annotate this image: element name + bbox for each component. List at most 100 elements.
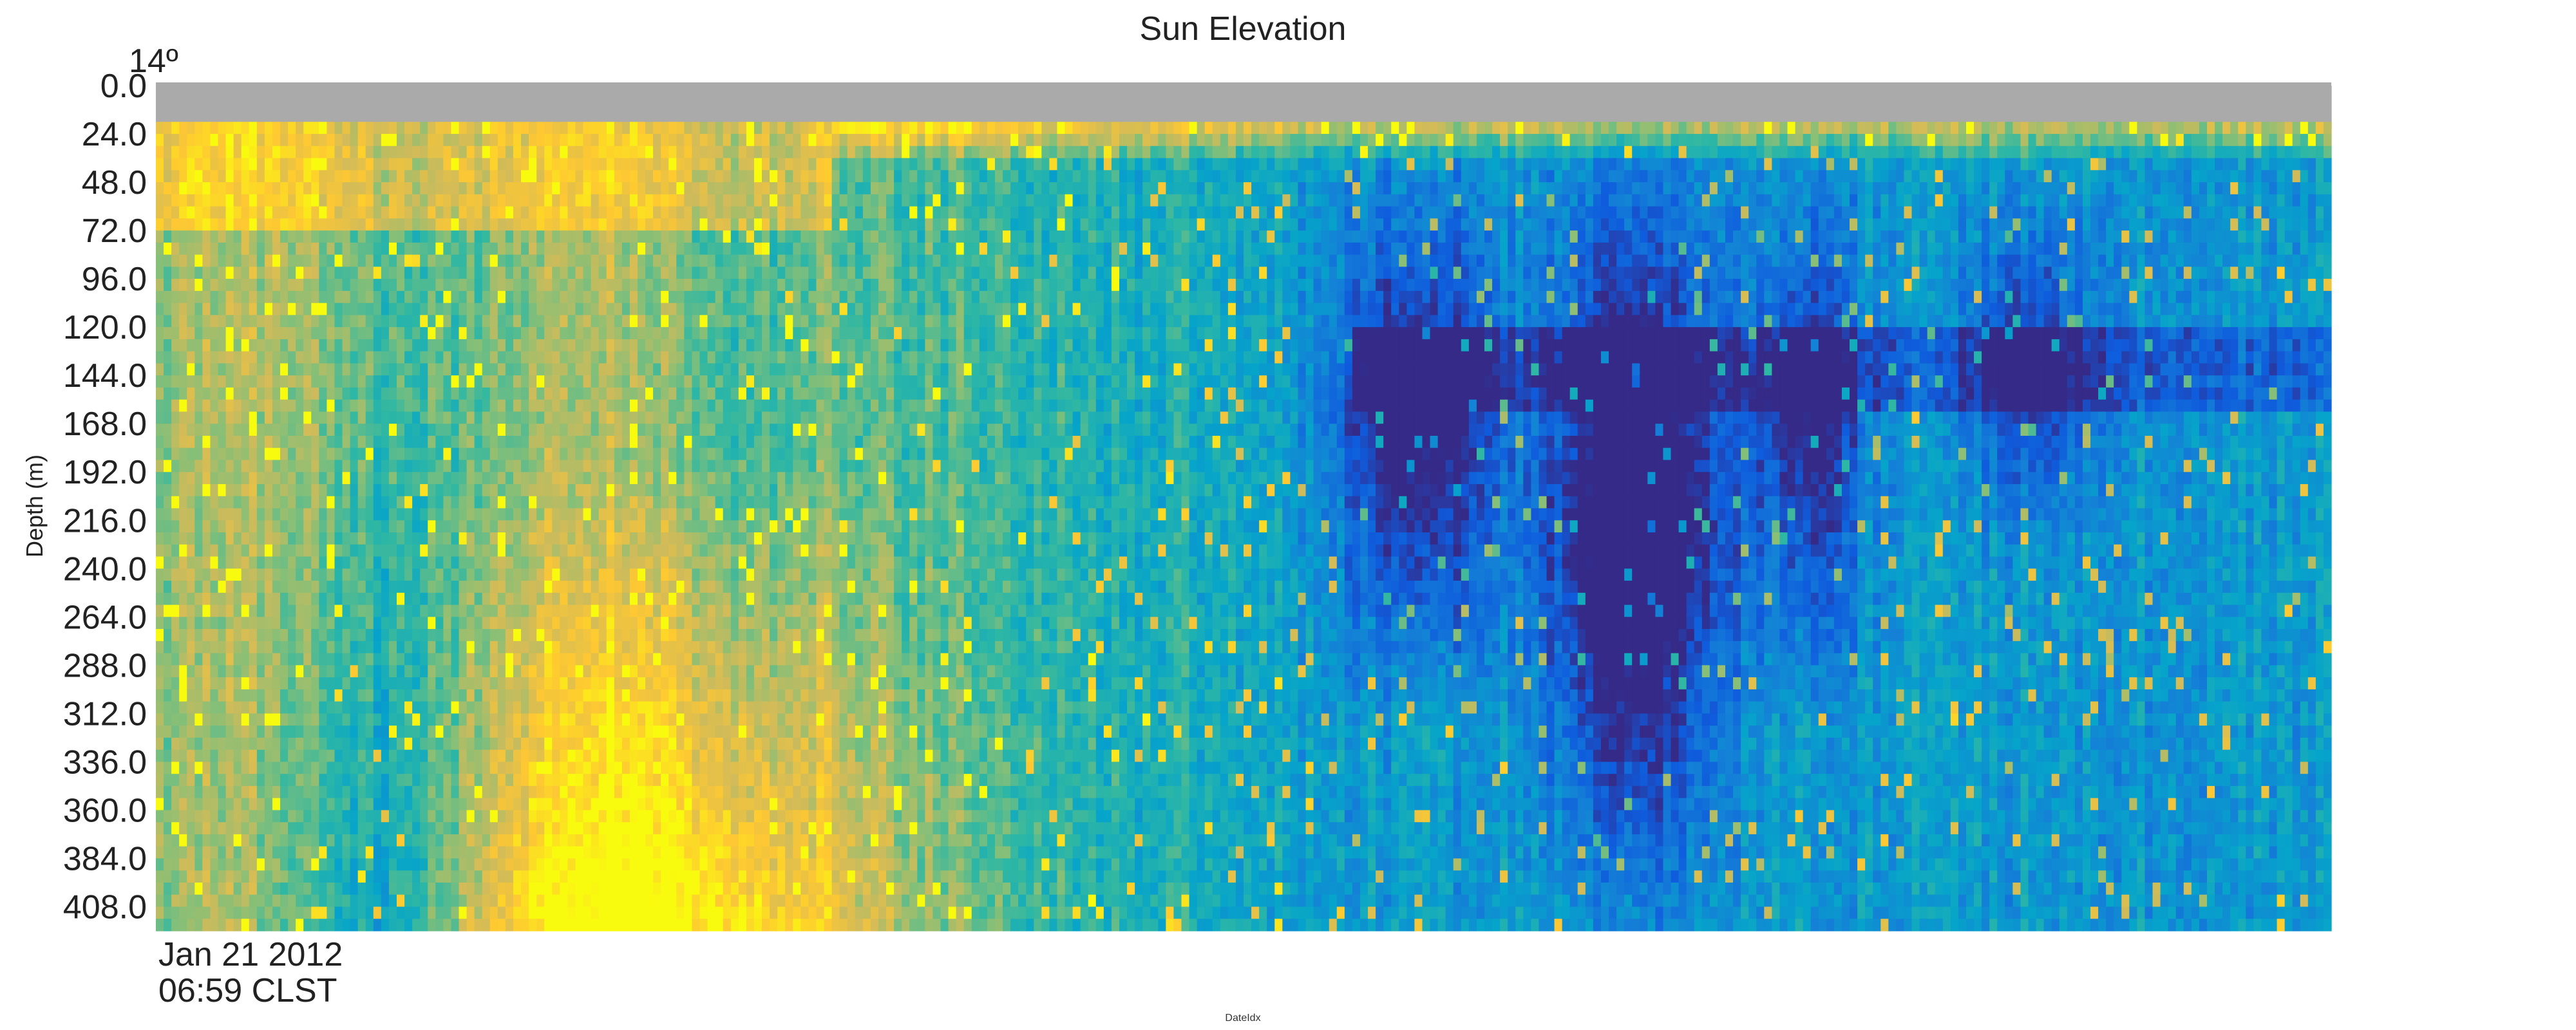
heatmap-cell xyxy=(233,834,242,847)
heatmap-cell xyxy=(451,351,460,364)
heatmap-cell xyxy=(637,544,646,557)
heatmap-cell xyxy=(629,544,638,557)
heatmap-cell xyxy=(692,145,701,159)
heatmap-cell xyxy=(381,665,390,678)
heatmap-cell xyxy=(272,726,281,738)
heatmap-cell xyxy=(513,822,522,835)
heatmap-cell xyxy=(684,472,693,485)
heatmap-cell xyxy=(505,919,514,932)
heatmap-cell xyxy=(560,242,568,256)
heatmap-cell xyxy=(256,737,265,751)
heatmap-cell xyxy=(544,846,553,859)
heatmap-cell xyxy=(194,435,203,449)
heatmap-cell xyxy=(676,496,685,509)
heatmap-cell xyxy=(171,641,180,654)
heatmap-cell xyxy=(560,170,568,183)
heatmap-cell xyxy=(210,919,219,932)
heatmap-cell xyxy=(179,822,187,835)
heatmap-cell xyxy=(334,134,343,147)
heatmap-cell xyxy=(552,919,560,932)
heatmap-cell xyxy=(218,375,227,388)
heatmap-cell xyxy=(699,351,708,364)
heatmap-cell xyxy=(210,882,219,895)
heatmap-cell xyxy=(342,581,351,594)
heatmap-cell xyxy=(513,182,522,195)
heatmap-cell xyxy=(225,496,234,509)
heatmap-cell xyxy=(288,194,296,207)
heatmap-cell xyxy=(699,158,708,171)
heatmap-cell xyxy=(210,279,219,292)
heatmap-cell xyxy=(264,375,273,388)
heatmap-cell xyxy=(676,641,685,654)
heatmap-cell xyxy=(218,882,227,895)
heatmap-cell xyxy=(280,834,289,847)
heatmap-cell xyxy=(288,556,296,569)
heatmap-cell xyxy=(591,604,600,617)
heatmap-cell xyxy=(296,351,304,364)
heatmap-cell xyxy=(567,170,576,183)
heatmap-cell xyxy=(536,339,545,352)
heatmap-cell xyxy=(404,822,413,835)
heatmap-cell xyxy=(505,194,514,207)
heatmap-cell xyxy=(629,411,638,424)
heatmap-cell xyxy=(412,653,421,666)
heatmap-cell xyxy=(598,641,607,654)
heatmap-cell xyxy=(435,194,444,207)
heatmap-cell xyxy=(606,399,615,413)
heatmap-cell xyxy=(327,737,336,751)
heatmap-cell xyxy=(529,447,537,461)
heatmap-cell xyxy=(435,592,444,606)
heatmap-cell xyxy=(311,785,319,799)
heatmap-cell xyxy=(668,483,677,497)
heatmap-cell xyxy=(334,411,343,424)
heatmap-cell xyxy=(715,641,724,654)
heatmap-cell xyxy=(459,906,468,919)
heatmap-cell xyxy=(334,556,343,569)
heatmap-cell xyxy=(621,617,630,630)
heatmap-cell xyxy=(466,399,475,413)
heatmap-cell xyxy=(210,460,219,473)
heatmap-cell xyxy=(699,834,708,847)
heatmap-cell xyxy=(233,279,242,292)
heatmap-cell xyxy=(513,532,522,545)
heatmap-cell xyxy=(373,363,382,376)
heatmap-cell xyxy=(319,846,328,859)
heatmap-cell xyxy=(723,145,732,159)
heatmap-cell xyxy=(513,834,522,847)
heatmap-cell xyxy=(218,315,227,328)
heatmap-cell xyxy=(241,701,250,714)
heatmap-cell xyxy=(684,327,693,340)
heatmap-cell xyxy=(575,726,584,738)
heatmap-cell xyxy=(218,158,227,171)
heatmap-cell xyxy=(404,520,413,533)
heatmap-cell xyxy=(420,182,428,195)
heatmap-cell xyxy=(381,242,390,256)
heatmap-cell xyxy=(210,846,219,859)
heatmap-cell xyxy=(443,592,452,606)
heatmap-cell xyxy=(684,919,693,932)
heatmap-cell xyxy=(171,134,180,147)
heatmap-cell xyxy=(513,641,522,654)
heatmap-cell xyxy=(707,303,716,315)
heatmap-cell xyxy=(497,846,506,859)
heatmap-cell xyxy=(513,726,522,738)
heatmap-cell xyxy=(396,315,405,328)
heatmap-cell xyxy=(210,749,219,762)
heatmap-cell xyxy=(156,749,164,762)
heatmap-cell xyxy=(194,194,203,207)
heatmap-cell xyxy=(544,762,553,774)
heatmap-cell xyxy=(404,435,413,449)
heatmap-cell xyxy=(256,279,265,292)
heatmap-cell xyxy=(443,894,452,908)
heatmap-cell xyxy=(575,701,584,714)
heatmap-cell xyxy=(676,363,685,376)
heatmap-cell xyxy=(443,134,452,147)
heatmap-cell xyxy=(575,822,584,835)
heatmap-cell xyxy=(699,592,708,606)
heatmap-cell xyxy=(497,604,506,617)
heatmap-cell xyxy=(303,592,312,606)
heatmap-cell xyxy=(699,581,708,594)
heatmap-cell xyxy=(288,351,296,364)
heatmap-cell xyxy=(552,327,560,340)
heatmap-cell xyxy=(412,762,421,774)
